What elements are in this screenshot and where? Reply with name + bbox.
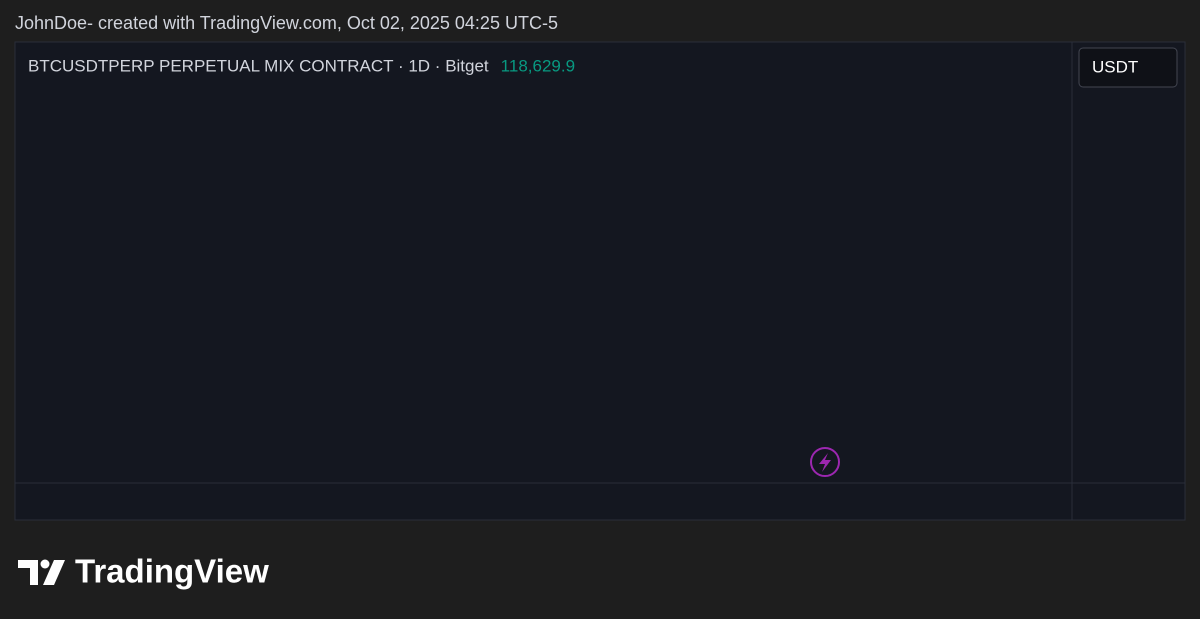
logo-t	[18, 560, 38, 585]
logo-slash	[43, 560, 65, 585]
header: JohnDoe- created with TradingView.com, O…	[15, 13, 558, 33]
symbol-title: BTCUSDTPERP PERPETUAL MIX CONTRACT · 1D …	[28, 56, 489, 75]
logo-dot	[40, 559, 50, 569]
brand-logo	[18, 559, 65, 585]
currency-label[interactable]: USDT	[1092, 57, 1138, 76]
legend-price: 118,629.9	[501, 56, 575, 75]
currency-button[interactable]	[1078, 47, 1178, 88]
brand-name: TradingView	[75, 553, 269, 590]
chart-panel	[14, 41, 1186, 521]
event-bolt	[819, 453, 831, 472]
event-icon[interactable]	[810, 447, 840, 477]
